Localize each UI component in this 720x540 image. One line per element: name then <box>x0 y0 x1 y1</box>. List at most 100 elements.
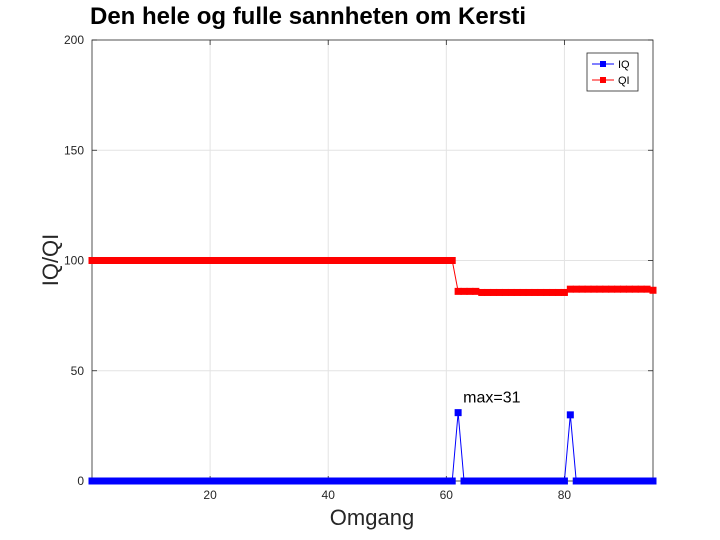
legend-iq-marker <box>600 61 606 67</box>
iq-point <box>472 477 480 485</box>
qi-point <box>129 257 137 264</box>
iq-point <box>407 477 415 485</box>
qi-point <box>336 257 344 264</box>
qi-point <box>377 257 385 264</box>
qi-point <box>637 285 645 293</box>
max-annotation: max=31 <box>463 390 520 407</box>
qi-point <box>330 257 338 264</box>
qi-point <box>112 257 120 264</box>
iq-point <box>312 477 320 485</box>
iq-point <box>247 477 255 485</box>
iq-point <box>584 477 592 485</box>
qi-point <box>135 257 143 264</box>
iq-point <box>366 477 374 485</box>
legend-box <box>586 52 639 92</box>
iq-point <box>206 477 214 485</box>
iq-point <box>614 477 622 485</box>
iq-point <box>259 477 267 485</box>
iq-point <box>442 477 450 485</box>
qi-point <box>259 257 267 264</box>
iq-point <box>566 411 574 419</box>
qi-point <box>395 257 403 264</box>
iq-point <box>301 477 309 485</box>
iq-point <box>525 477 533 485</box>
iq-point <box>295 477 303 485</box>
iq-point <box>389 477 397 485</box>
iq-point <box>649 477 657 485</box>
qi-point <box>413 257 421 264</box>
qi-point <box>448 257 456 264</box>
qi-point <box>194 257 202 264</box>
qi-point <box>401 257 409 264</box>
qi-point <box>625 285 633 293</box>
iq-point <box>289 477 297 485</box>
iq-point <box>436 477 444 485</box>
qi-point <box>619 285 627 293</box>
iq-point <box>265 477 273 485</box>
iq-point <box>342 477 350 485</box>
iq-point <box>224 477 232 485</box>
qi-point <box>360 257 368 264</box>
qi-point <box>106 257 114 264</box>
iq-point <box>271 477 279 485</box>
qi-point <box>94 257 102 264</box>
y-tick-label: 100 <box>64 254 84 268</box>
qi-point <box>141 257 149 264</box>
qi-point <box>442 257 450 264</box>
iq-point <box>360 477 368 485</box>
qi-point <box>312 257 320 264</box>
x-tick-label: 20 <box>203 488 217 502</box>
qi-point <box>354 257 362 264</box>
qi-point <box>478 288 486 296</box>
qi-point <box>460 287 468 295</box>
qi-point <box>578 285 586 293</box>
qi-point <box>230 257 238 264</box>
iq-point <box>555 477 563 485</box>
qi-point <box>159 257 167 264</box>
iq-point <box>401 477 409 485</box>
iq-point <box>218 477 226 485</box>
iq-point <box>425 477 433 485</box>
x-tick-label: 80 <box>558 488 572 502</box>
iq-point <box>608 477 616 485</box>
iq-point <box>602 477 610 485</box>
qi-point <box>171 257 179 264</box>
y-tick-label: 150 <box>64 143 84 157</box>
iq-point <box>625 477 633 485</box>
qi-point <box>490 288 498 296</box>
qi-point <box>147 257 155 264</box>
qi-point <box>484 288 492 296</box>
y-tick-label: 200 <box>64 33 84 47</box>
iq-point <box>306 477 314 485</box>
series-iq <box>88 409 657 485</box>
qi-point <box>436 257 444 264</box>
x-tick-label: 40 <box>322 488 336 502</box>
iq-point <box>236 477 244 485</box>
qi-point <box>543 288 551 296</box>
iq-point <box>560 477 568 485</box>
iq-point <box>537 477 545 485</box>
iq-point <box>519 477 527 485</box>
qi-point <box>513 288 521 296</box>
qi-point <box>301 257 309 264</box>
iq-point <box>171 477 179 485</box>
legend: IQ QI <box>586 52 639 92</box>
qi-point <box>389 257 397 264</box>
qi-point <box>306 257 314 264</box>
qi-point <box>242 257 250 264</box>
qi-point <box>407 257 415 264</box>
y-tick-label: 50 <box>71 364 85 378</box>
qi-point <box>425 257 433 264</box>
qi-point <box>206 257 214 264</box>
iq-point <box>531 477 539 485</box>
iq-point <box>448 477 456 485</box>
qi-point <box>182 257 190 264</box>
qi-point <box>265 257 273 264</box>
iq-point <box>501 477 509 485</box>
iq-point <box>484 477 492 485</box>
iq-point <box>165 477 173 485</box>
qi-point <box>342 257 350 264</box>
iq-point <box>543 477 551 485</box>
iq-point <box>112 477 120 485</box>
